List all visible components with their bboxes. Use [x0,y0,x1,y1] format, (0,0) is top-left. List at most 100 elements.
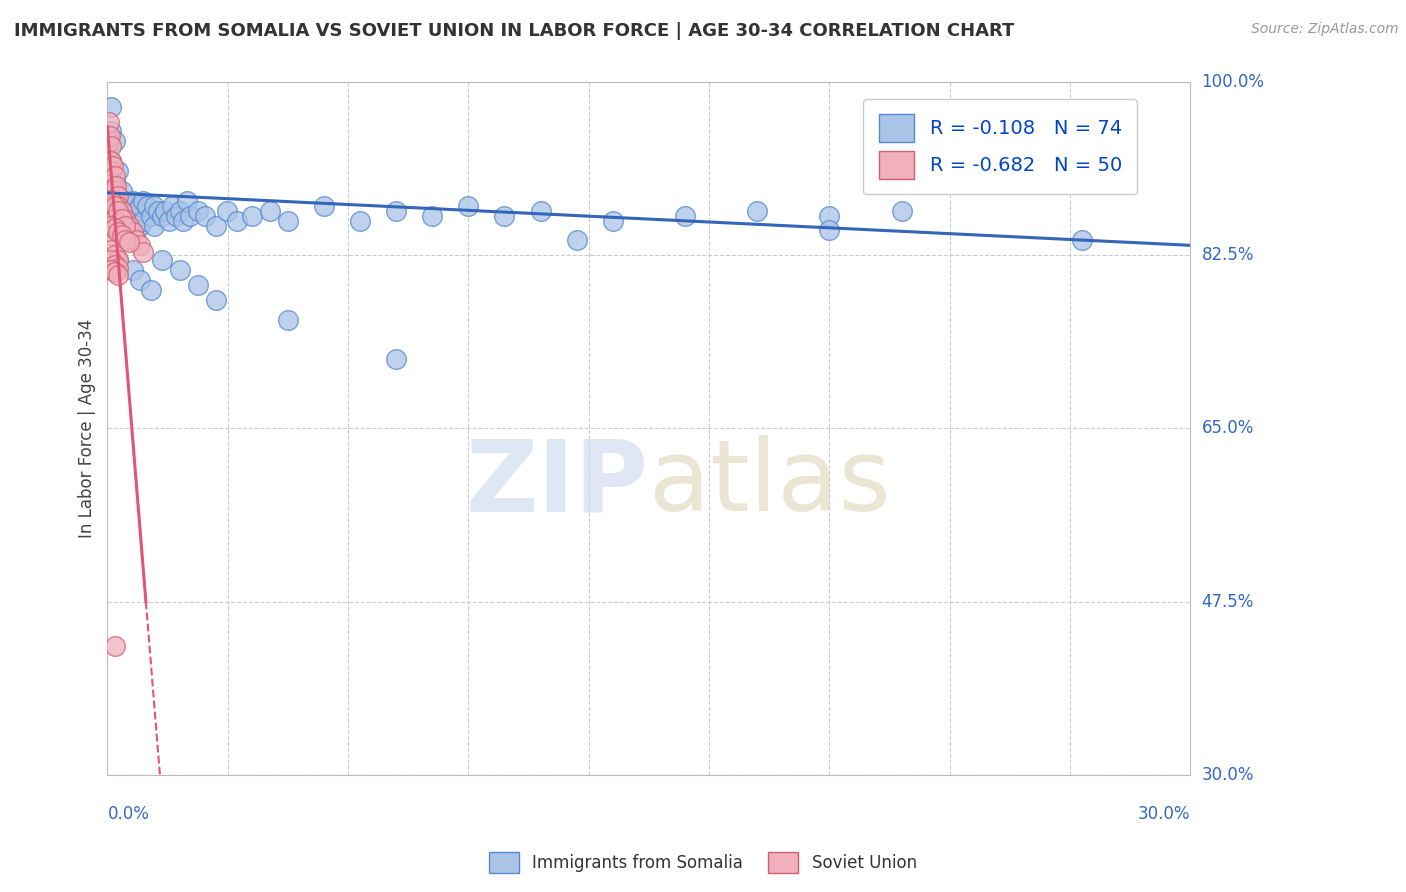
Text: atlas: atlas [648,435,890,533]
Point [277,213,299,227]
Point [602,213,624,227]
Point [150,253,173,268]
Point [100,174,122,188]
Point [420,209,443,223]
Point [673,209,696,223]
Text: 100.0%: 100.0% [1202,73,1264,91]
Point [101,159,124,173]
Text: 47.5%: 47.5% [1202,592,1254,611]
Point [494,209,516,223]
Point [104,639,127,653]
Text: 82.5%: 82.5% [1202,246,1254,264]
Point [107,213,129,227]
Text: 30.0%: 30.0% [1202,766,1254,784]
Point [226,213,249,227]
Point [153,203,176,218]
Point [169,203,191,218]
Point [143,219,166,233]
Point [187,203,209,218]
Point [565,233,588,247]
Point [747,203,769,218]
Point [114,194,136,208]
Point [104,169,127,183]
Point [172,213,194,227]
Y-axis label: In Labor Force | Age 30-34: In Labor Force | Age 30-34 [79,318,96,538]
Point [312,199,335,213]
Point [132,194,155,208]
Point [111,228,134,243]
Point [457,199,479,213]
Point [121,263,143,277]
Point [107,253,129,268]
Point [818,223,841,237]
Point [100,228,122,243]
Text: 30.0%: 30.0% [1137,805,1191,823]
Point [179,209,201,223]
Point [107,189,129,203]
Point [105,178,128,193]
Point [98,129,121,144]
Point [176,194,198,208]
Point [143,199,166,213]
Point [98,134,121,148]
Point [100,205,122,219]
Point [118,235,141,250]
Point [104,203,127,218]
Point [114,233,136,247]
Point [100,154,122,169]
Point [107,268,129,282]
Point [100,184,122,198]
Point [100,164,122,178]
Point [240,209,263,223]
Text: 65.0%: 65.0% [1202,419,1254,437]
Point [107,164,129,178]
Point [1071,233,1094,247]
Point [890,203,912,218]
Point [98,114,121,128]
Point [100,219,122,233]
Point [104,199,127,213]
Point [128,273,150,287]
Point [349,213,371,227]
Point [111,211,134,226]
Point [128,199,150,213]
Point [111,223,134,237]
Text: Source: ZipAtlas.com: Source: ZipAtlas.com [1251,22,1399,37]
Point [100,100,122,114]
Point [104,223,127,237]
Point [104,134,127,148]
Point [139,283,162,297]
Point [107,209,129,223]
Point [111,203,134,218]
Point [100,263,122,277]
Point [104,221,127,235]
Point [136,199,159,213]
Point [100,253,122,268]
Legend: Immigrants from Somalia, Soviet Union: Immigrants from Somalia, Soviet Union [482,846,924,880]
Point [187,277,209,292]
Point [121,213,143,227]
Point [818,209,841,223]
Point [259,203,281,218]
Point [529,203,551,218]
Point [114,211,136,226]
Text: ZIP: ZIP [465,435,648,533]
Point [114,213,136,227]
Point [132,213,155,227]
Point [139,209,162,223]
Point [128,219,150,233]
Point [146,203,169,218]
Point [107,215,129,229]
Point [104,211,127,226]
Point [114,223,136,237]
Point [118,219,141,233]
Point [107,226,129,240]
Point [125,223,148,237]
Point [204,293,226,307]
Point [118,199,141,213]
Point [277,312,299,326]
Point [114,233,136,247]
Point [104,265,127,279]
Point [125,233,148,247]
Point [194,209,217,223]
